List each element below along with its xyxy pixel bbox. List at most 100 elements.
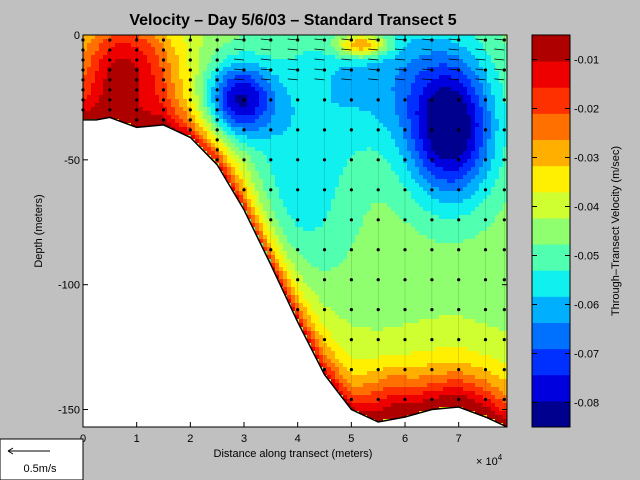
contour-cell: [243, 171, 248, 176]
contour-cell: [455, 139, 460, 144]
contour-cell: [395, 203, 400, 208]
contour-cell: [379, 111, 384, 116]
contour-cell: [435, 79, 440, 84]
contour-cell: [487, 71, 492, 76]
contour-cell: [287, 147, 292, 152]
contour-cell: [231, 127, 236, 132]
contour-cell: [327, 175, 332, 180]
contour-cell: [279, 43, 284, 48]
contour-cell: [367, 155, 372, 160]
contour-cell: [271, 143, 276, 148]
contour-cell: [375, 267, 380, 272]
contour-cell: [487, 219, 492, 224]
contour-cell: [499, 63, 504, 68]
contour-cell: [487, 63, 492, 68]
contour-cell: [87, 35, 92, 40]
contour-cell: [199, 43, 204, 48]
contour-cell: [399, 263, 404, 268]
contour-cell: [223, 159, 228, 164]
contour-cell: [463, 79, 468, 84]
contour-cell: [255, 111, 260, 116]
contour-cell: [175, 91, 180, 96]
contour-cell: [491, 59, 496, 64]
contour-cell: [431, 163, 436, 168]
contour-cell: [155, 51, 160, 56]
contour-cell: [471, 267, 476, 272]
contour-cell: [503, 131, 507, 136]
contour-cell: [423, 175, 428, 180]
contour-cell: [219, 167, 224, 172]
contour-cell: [327, 259, 332, 264]
contour-cell: [375, 155, 380, 160]
contour-cell: [115, 95, 120, 100]
contour-cell: [471, 191, 476, 196]
contour-cell: [483, 147, 488, 152]
contour-cell: [127, 43, 132, 48]
contour-cell: [315, 171, 320, 176]
contour-cell: [175, 71, 180, 76]
contour-cell: [263, 135, 268, 140]
contour-cell: [367, 131, 372, 136]
contour-cell: [491, 47, 496, 52]
contour-cell: [479, 203, 484, 208]
contour-cell: [387, 231, 392, 236]
contour-cell: [271, 99, 276, 104]
contour-cell: [251, 75, 256, 80]
contour-cell: [475, 167, 480, 172]
contour-cell: [499, 143, 504, 148]
contour-cell: [459, 155, 464, 160]
contour-cell: [347, 227, 352, 232]
contour-cell: [331, 263, 336, 268]
contour-cell: [383, 111, 388, 116]
contour-cell: [303, 251, 308, 256]
contour-cell: [459, 227, 464, 232]
contour-cell: [491, 223, 496, 228]
contour-cell: [259, 191, 264, 196]
contour-cell: [459, 255, 464, 260]
contour-cell: [379, 179, 384, 184]
contour-cell: [319, 215, 324, 220]
contour-cell: [287, 39, 292, 44]
contour-cell: [243, 39, 248, 44]
contour-cell: [383, 63, 388, 68]
contour-cell: [335, 271, 340, 276]
contour-cell: [463, 179, 468, 184]
contour-cell: [239, 111, 244, 116]
contour-cell: [467, 191, 472, 196]
contour-cell: [151, 71, 156, 76]
contour-cell: [155, 59, 160, 64]
contour-cell: [299, 255, 304, 260]
contour-cell: [207, 67, 212, 72]
contour-cell: [115, 87, 120, 92]
contour-cell: [427, 211, 432, 216]
contour-cell: [119, 87, 124, 92]
contour-cell: [363, 151, 368, 156]
contour-cell: [399, 267, 404, 272]
contour-cell: [307, 135, 312, 140]
contour-cell: [411, 151, 416, 156]
contour-cell: [355, 231, 360, 236]
contour-cell: [303, 211, 308, 216]
contour-cell: [371, 51, 376, 56]
contour-cell: [387, 139, 392, 144]
contour-cell: [399, 211, 404, 216]
contour-cell: [291, 179, 296, 184]
contour-cell: [355, 39, 360, 44]
contour-cell: [395, 271, 400, 276]
contour-cell: [299, 163, 304, 168]
contour-cell: [455, 119, 460, 124]
contour-cell: [487, 255, 492, 260]
contour-cell: [139, 39, 144, 44]
contour-cell: [371, 231, 376, 236]
contour-cell: [383, 79, 388, 84]
contour-cell: [231, 111, 236, 116]
contour-cell: [403, 263, 408, 268]
contour-cell: [315, 39, 320, 44]
contour-cell: [347, 135, 352, 140]
contour-cell: [347, 51, 352, 56]
contour-cell: [271, 147, 276, 152]
contour-cell: [295, 155, 300, 160]
contour-cell: [471, 95, 476, 100]
contour-cell: [291, 187, 296, 192]
contour-cell: [263, 247, 268, 252]
